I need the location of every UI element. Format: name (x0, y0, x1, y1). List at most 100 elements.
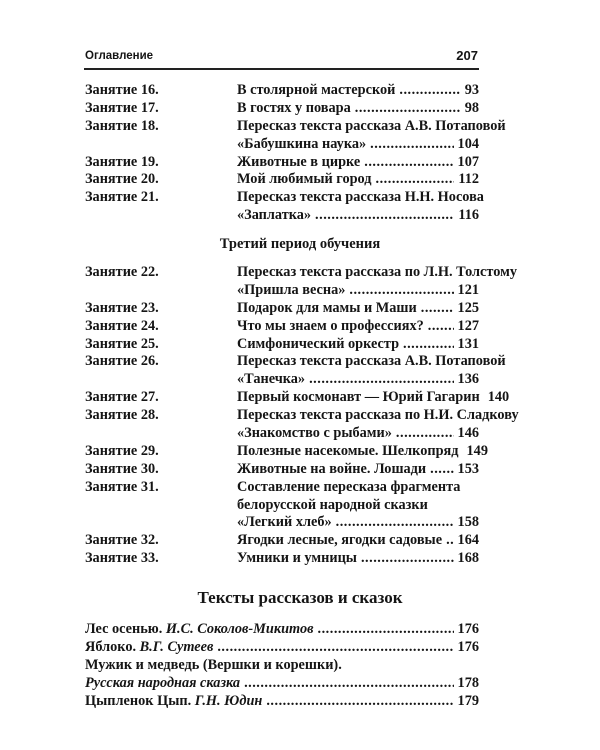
dot-leader (430, 461, 453, 479)
lesson-label: Занятие 31. (85, 478, 159, 495)
dot-leader (315, 207, 454, 225)
lesson-title: Подарок для мамы и Маши (237, 299, 417, 316)
running-header: Оглавление 207 (85, 46, 478, 66)
lesson-label: Занятие 17. (85, 99, 159, 116)
author-or-source: И.С. Соколов-Микитов (165, 621, 314, 637)
lesson-title: «Заплатка» (237, 207, 312, 224)
lesson-label: Занятие 19. (85, 153, 159, 170)
toc-entry-line: Занятие 23. Подарок для мамы и Маши 125 (85, 300, 479, 318)
lesson-label: Занятие 26. (85, 353, 159, 370)
lesson-label: Занятие 30. (85, 460, 159, 477)
lesson-label: Занятие 21. (85, 189, 159, 206)
lesson-title: Умники и умницы (237, 550, 357, 567)
lesson-label: Занятие 20. (85, 171, 159, 188)
toc-block-texts: Лес осенью. И.С. Соколов-Микитов 176 Яблок… (85, 621, 479, 710)
page-ref: 146 (457, 425, 479, 442)
lesson-label: Занятие 28. (85, 407, 159, 424)
toc-entry-line: «Заплатка» 116 (85, 207, 479, 225)
toc-block-second-period: Занятие 16.В столярной мастерской93Занят… (85, 82, 506, 225)
lesson-title: Пересказ текста рассказа по Н.И. Сладков… (237, 407, 519, 424)
section-heading-third-period: Третий период обучения (219, 236, 381, 252)
dot-leader (217, 639, 453, 657)
toc-entry-line: белорусской народной сказки (85, 497, 479, 515)
dot-leader (396, 425, 454, 443)
page-ref: 158 (457, 514, 479, 531)
lesson-title: Ягодки лесные, ягодки садовые (237, 532, 443, 549)
lesson-label: Занятие 16. (85, 82, 159, 98)
header-rule (84, 68, 479, 70)
toc-entry-line: Занятие 28. Пересказ текста рассказа по Н… (85, 407, 519, 425)
lesson-title: белорусской народной сказки (237, 496, 428, 513)
page-ref: 176 (457, 621, 479, 637)
page-ref: 98 (464, 99, 479, 116)
author-or-source: Г.Н. Юдин (194, 692, 263, 709)
page-ref: 136 (457, 371, 479, 388)
story-title: Яблоко. (85, 638, 140, 655)
toc-entry-line: «Легкий хлеб» 158 (85, 514, 479, 532)
lesson-title: «Знакомство с рыбами» (237, 425, 392, 442)
dot-leader (244, 675, 453, 693)
lesson-title: Мой любимый город (237, 171, 372, 188)
page-ref: 104 (457, 135, 479, 152)
lesson-title: Симфонический оркестр (237, 335, 400, 352)
page-number: 207 (456, 48, 478, 63)
toc-entry-line: Занятие 20. Мой любимый город 112 (85, 171, 479, 189)
toc-entry-line: Занятие 26. Пересказ текста рассказа А.В.… (85, 353, 506, 371)
toc-entry-line: Занятие 21. Пересказ текста рассказа Н.Н.… (85, 189, 484, 207)
toc-entry-line: Занятие 27. Первый космонавт — Юрий Гагар… (85, 389, 509, 407)
page-ref: 127 (457, 317, 479, 334)
toc-entry-line: «Знакомство с рыбами» 146 (85, 425, 479, 443)
lesson-title: «Пришла весна» (237, 281, 346, 298)
dot-leader (376, 171, 455, 189)
toc-entry-line: Занятие 31. Составление пересказа фрагмен… (85, 479, 479, 497)
lesson-title: Составление пересказа фрагмента (237, 478, 461, 495)
page-ref: 168 (457, 550, 479, 567)
toc-entry-line: «Пришла весна» 121 (85, 282, 479, 300)
running-header-title: Оглавление (85, 50, 154, 62)
author-or-source: В.Г. Сутеев (139, 638, 214, 655)
toc-entry-line: Занятие 25. Симфонический оркестр 131 (85, 336, 479, 354)
toc-entry-line: Русская народная сказка 178 (85, 675, 479, 693)
entry-title: Лес осенью. И.С. Соколов-Микитов (85, 621, 314, 639)
page-ref: 164 (457, 532, 479, 549)
toc-entry-line: Мужик и медведь (Вершки и корешки). (85, 657, 479, 675)
lesson-title: Первый космонавт — Юрий Гагарин (237, 389, 480, 406)
toc-entry-line: «Бабушкина наука» 104 (85, 136, 479, 154)
dot-leader (266, 693, 453, 711)
lesson-label: Занятие 23. (85, 299, 159, 316)
page-ref: 179 (457, 692, 479, 709)
toc-entry-line: Занятие 22. Пересказ текста рассказа по Л… (85, 264, 517, 282)
dot-leader (361, 550, 454, 568)
lesson-title: Что мы знаем о профессиях? (237, 317, 424, 334)
toc-block-third-period: Занятие 22. Пересказ текста рассказа по Л… (85, 264, 519, 568)
page-ref: 107 (457, 153, 479, 170)
page-ref: 121 (457, 281, 479, 298)
toc-entry-line: Занятие 18. Пересказ текста рассказа А.В.… (85, 117, 506, 136)
page-ref: 116 (458, 207, 479, 224)
page-ref: 178 (457, 674, 479, 691)
lesson-title: Пересказ текста рассказа А.В. Потаповой (237, 353, 506, 370)
lesson-label: Занятие 32. (85, 532, 159, 549)
toc-entry-line: Яблоко. В.Г. Сутеев 176 (85, 639, 479, 657)
author-or-source: Русская народная сказка (85, 674, 241, 691)
dot-leader (309, 371, 453, 389)
page-ref: 149 (466, 442, 488, 459)
lesson-label: Занятие 27. (85, 389, 159, 406)
lesson-title: Животные на войне. Лошади (237, 460, 427, 477)
page-ref: 131 (457, 335, 479, 352)
toc-entry-line: Занятие 33. Умники и умницы 168 (85, 550, 479, 568)
entry-title: Цыпленок Цып. Г.Н. Юдин (85, 693, 262, 711)
story-title: Лес осенью. (85, 621, 166, 637)
lesson-label: Занятие 18. (85, 117, 159, 134)
lesson-title: Пересказ текста рассказа по Л.Н. Толстом… (237, 264, 517, 280)
dot-leader (349, 282, 453, 300)
entry-title: Яблоко. В.Г. Сутеев (85, 639, 213, 657)
story-title: Мужик и медведь (Вершки и корешки). (85, 656, 342, 673)
lesson-title: В гостях у повара (237, 99, 351, 116)
dot-leader (446, 532, 453, 550)
dot-leader (370, 136, 453, 154)
toc-entry-line: Занятие 17. В гостях у повара 98 (85, 100, 479, 118)
lesson-title: Пересказ текста рассказа А.В. Потаповой (237, 117, 506, 134)
lesson-title: «Танечка» (237, 371, 306, 388)
lesson-label: Занятие 24. (85, 317, 159, 334)
